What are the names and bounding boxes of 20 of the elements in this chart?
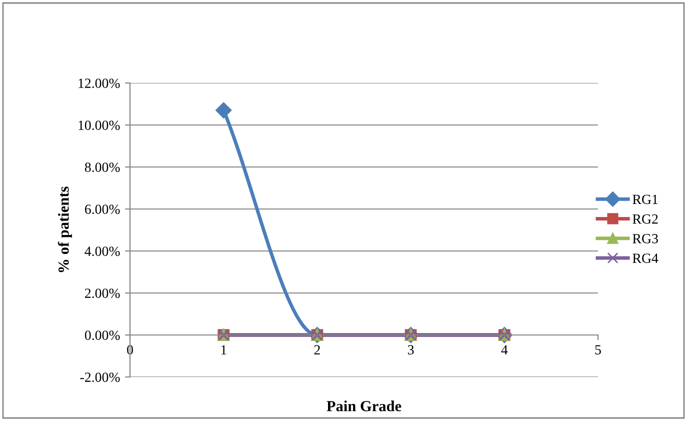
x-tick-label: 4 xyxy=(501,345,508,354)
x-tick-label: 5 xyxy=(595,345,601,354)
y-tick-label: 6.00% xyxy=(85,204,120,214)
x-tick-label: 3 xyxy=(408,345,414,354)
y-axis-title: % of patients xyxy=(58,186,72,272)
x-tick-label: 0 xyxy=(127,345,133,354)
x-axis-title: Pain Grade xyxy=(326,400,402,412)
y-tick-label: -2.00% xyxy=(80,372,120,382)
legend-label: RG2 xyxy=(632,214,658,224)
x-tick-label: 2 xyxy=(314,345,320,354)
legend-label: RG1 xyxy=(632,194,658,204)
y-tick-label: 8.00% xyxy=(84,162,120,172)
y-tick-label: 4.00% xyxy=(84,246,120,256)
y-tick-label: 12.00% xyxy=(78,78,120,88)
y-tick-label: 10.00% xyxy=(78,120,120,130)
legend-label: RG3 xyxy=(632,234,658,244)
legend-label: RG4 xyxy=(632,254,658,263)
y-tick-label: 2.00% xyxy=(85,288,120,298)
x-tick-label: 1 xyxy=(221,345,226,354)
y-tick-label: 0.00% xyxy=(84,330,120,340)
